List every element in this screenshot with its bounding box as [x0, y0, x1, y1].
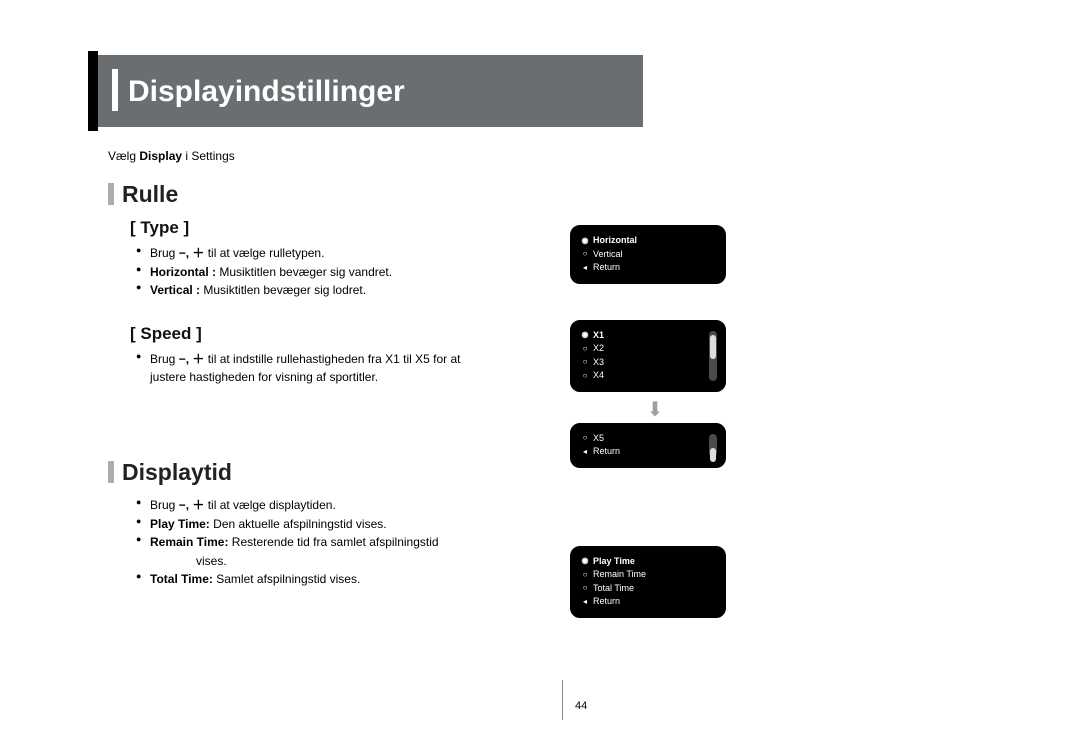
screen-speed-2: X5 Return	[570, 423, 726, 468]
page-number-divider	[562, 680, 563, 720]
screen-item: X1	[581, 329, 715, 343]
minus-plus-icon: −, ＋	[179, 350, 205, 369]
bullet-line: Horizontal : Musiktitlen bevæger sig van…	[136, 263, 496, 282]
header-divider	[112, 69, 118, 111]
page-title: Displayindstillinger	[128, 75, 405, 109]
screen-item: X3	[581, 356, 715, 370]
screen-item: X5	[581, 432, 715, 446]
bullet-line: Brug −, ＋ til at vælge rulletypen.	[136, 244, 496, 263]
bullet-line: Brug −, ＋ til at indstille rullehastighe…	[136, 350, 496, 387]
bullet-continuation: vises.	[136, 552, 496, 571]
radio-unselected-icon	[581, 370, 589, 382]
radio-unselected-icon	[581, 432, 589, 444]
radio-unselected-icon	[581, 569, 589, 581]
screen-item: Return	[581, 595, 715, 609]
bullet-line: Brug −, ＋ til at vælge displaytiden.	[136, 496, 496, 515]
bullet-line: Vertical : Musiktitlen bevæger sig lodre…	[136, 281, 496, 300]
minus-plus-icon: −, ＋	[179, 496, 205, 515]
bullet-line: Total Time: Samlet afspilningstid vises.	[136, 570, 496, 589]
bullet-line: Play Time: Den aktuelle afspilningstid v…	[136, 515, 496, 534]
intro-text: Vælg Display i Settings	[108, 149, 718, 163]
screen-displaytid: Play Time Remain Time Total Time Return	[570, 546, 726, 618]
section-mark	[108, 183, 114, 205]
return-icon	[581, 262, 589, 274]
screen-item: Remain Time	[581, 568, 715, 582]
return-icon	[581, 596, 589, 608]
screen-item: Horizontal	[581, 234, 715, 248]
radio-unselected-icon	[581, 356, 589, 368]
intro-suffix: i Settings	[182, 149, 235, 163]
radio-selected-icon	[581, 329, 589, 341]
section-title-displaytid: Displaytid	[122, 459, 232, 486]
minus-plus-icon: −, ＋	[179, 244, 205, 263]
screen-item: Vertical	[581, 248, 715, 262]
return-icon	[581, 446, 589, 458]
intro-bold: Display	[139, 149, 182, 163]
screen-item: Total Time	[581, 582, 715, 596]
intro-prefix: Vælg	[108, 149, 139, 163]
screen-item: X2	[581, 342, 715, 356]
screen-speed-1: X1 X2 X3 X4	[570, 320, 726, 392]
device-screens: Horizontal Vertical Return X1 X2 X3 X4 ⬇…	[570, 225, 740, 626]
scrollbar	[709, 331, 717, 381]
screen-item: Play Time	[581, 555, 715, 569]
radio-unselected-icon	[581, 343, 589, 355]
screen-type: Horizontal Vertical Return	[570, 225, 726, 284]
scrollbar-thumb	[710, 335, 716, 359]
screen-item: Return	[581, 445, 715, 459]
radio-selected-icon	[581, 555, 589, 567]
screen-item: Return	[581, 261, 715, 275]
radio-unselected-icon	[581, 582, 589, 594]
arrow-down-icon: ⬇	[570, 397, 740, 422]
section-title-rulle: Rulle	[122, 181, 178, 208]
radio-selected-icon	[581, 235, 589, 247]
radio-unselected-icon	[581, 248, 589, 260]
page-header: Displayindstillinger	[98, 55, 643, 127]
bullet-line: Remain Time: Resterende tid fra samlet a…	[136, 533, 496, 552]
scrollbar-thumb	[710, 448, 716, 462]
section-mark	[108, 461, 114, 483]
scrollbar	[709, 434, 717, 457]
screen-item: X4	[581, 369, 715, 383]
page-number: 44	[575, 700, 587, 712]
